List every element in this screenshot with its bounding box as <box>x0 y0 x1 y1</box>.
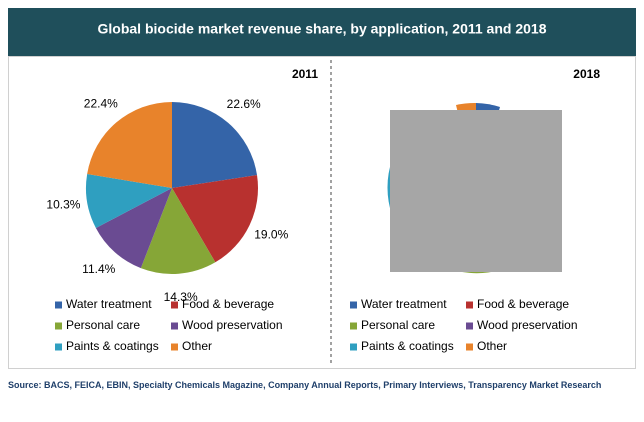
legend-label: Other <box>182 339 212 353</box>
legend-swatch <box>171 301 178 309</box>
legend-label: Food & beverage <box>477 297 569 311</box>
legend-swatch <box>55 343 62 351</box>
pie-slice <box>172 102 258 188</box>
legend-swatch <box>55 301 62 309</box>
data-label: 14.3% <box>164 290 198 304</box>
legend-label: Paints & coatings <box>361 339 454 353</box>
data-label: 22.4% <box>84 96 118 110</box>
legend-label: Personal care <box>66 318 140 332</box>
header-bar <box>8 8 636 56</box>
chart-frame <box>8 56 636 369</box>
legend-label: Paints & coatings <box>66 339 159 353</box>
legend-label: Personal care <box>361 318 435 332</box>
data-label: 10.3% <box>46 198 80 212</box>
legend-label: Wood preservation <box>477 318 578 332</box>
legend-swatch <box>171 343 178 351</box>
legend-swatch <box>171 322 178 330</box>
legend-label: Water treatment <box>361 297 447 311</box>
pie-slice <box>140 188 216 274</box>
legend-swatch <box>466 301 473 309</box>
occluding-box <box>390 110 562 272</box>
legend-label: Water treatment <box>66 297 152 311</box>
legend-swatch <box>466 322 473 330</box>
legend-swatch <box>350 301 357 309</box>
pie-slice <box>85 174 172 229</box>
data-label: 11.4% <box>82 262 115 276</box>
panel-title: 2011 <box>292 67 318 81</box>
pie-slice <box>172 175 258 263</box>
legend-swatch <box>350 322 357 330</box>
legend-swatch <box>466 343 473 351</box>
source-note: Source: BACS, FEICA, EBIN, Specialty Che… <box>8 380 602 390</box>
pie-slice <box>87 102 172 188</box>
data-label: 22.6% <box>227 97 261 111</box>
pie-slice <box>95 188 172 269</box>
legend-swatch <box>350 343 357 351</box>
legend-swatch <box>55 322 62 330</box>
legend-label: Food & beverage <box>182 297 274 311</box>
data-label: 19.0% <box>254 228 288 242</box>
legend-label: Wood preservation <box>182 318 283 332</box>
panel-title: 2018 <box>573 67 600 81</box>
legend-label: Other <box>477 339 507 353</box>
header-title: Global biocide market revenue share, by … <box>98 21 547 37</box>
